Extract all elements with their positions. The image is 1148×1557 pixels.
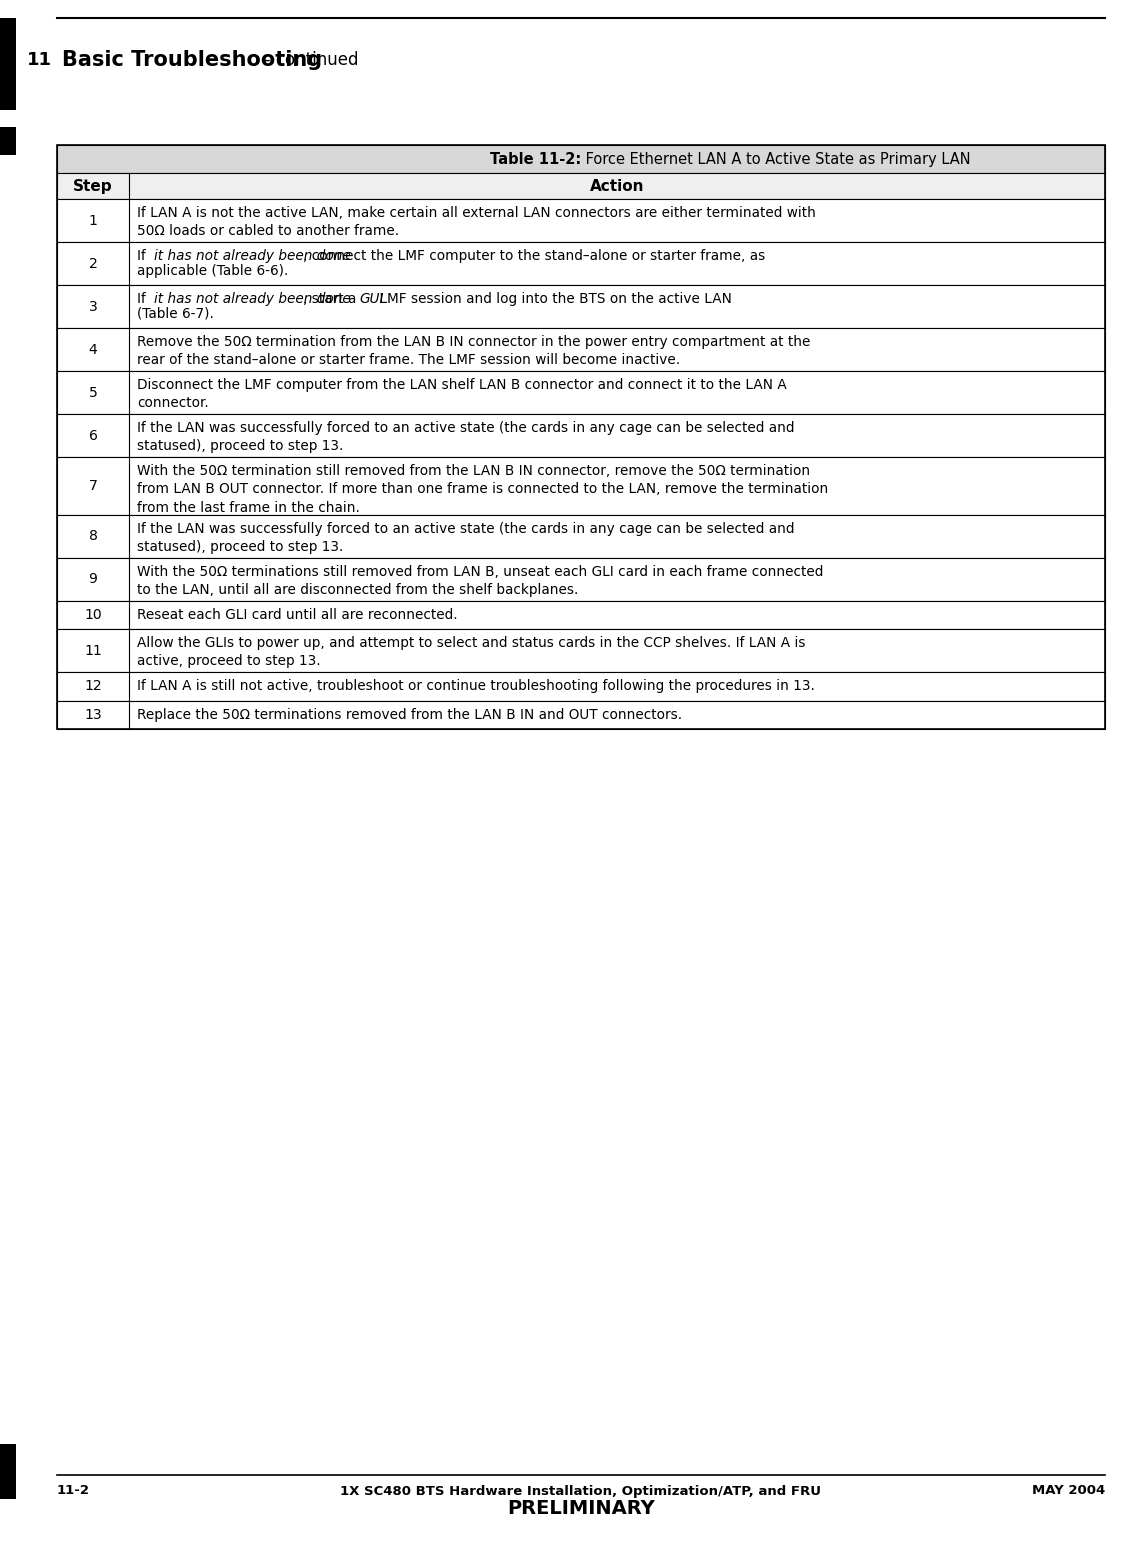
Text: it has not already been done: it has not already been done [154, 293, 350, 307]
Text: 10: 10 [84, 607, 102, 621]
Bar [57, 601, 1106, 629]
Text: 1X SC480 BTS Hardware Installation, Optimization/ATP, and FRU: 1X SC480 BTS Hardware Installation, Opti… [341, 1484, 822, 1498]
Bar [57, 557, 1106, 601]
Bar [57, 199, 1106, 241]
Text: 11: 11 [28, 51, 52, 69]
Text: Disconnect the LMF computer from the LAN shelf LAN B connector and connect it to: Disconnect the LMF computer from the LAN… [137, 378, 786, 411]
Bar [57, 285, 1106, 329]
Bar [57, 173, 1106, 199]
Text: Replace the 50Ω terminations removed from the LAN B IN and OUT connectors.: Replace the 50Ω terminations removed fro… [137, 707, 682, 721]
Text: If: If [137, 293, 150, 307]
Text: Step: Step [73, 179, 113, 193]
Bar [57, 371, 1106, 414]
Text: 3: 3 [88, 299, 98, 313]
Text: Action: Action [590, 179, 644, 193]
Text: Reseat each GLI card until all are reconnected.: Reseat each GLI card until all are recon… [137, 607, 458, 621]
Text: If the LAN was successfully forced to an active state (the cards in any cage can: If the LAN was successfully forced to an… [137, 420, 794, 453]
Bar [57, 145, 1106, 173]
Bar [0, 128, 16, 156]
Bar [57, 673, 1106, 701]
Text: 13: 13 [84, 708, 102, 722]
Text: With the 50Ω terminations still removed from LAN B, unseat each GLI card in each: With the 50Ω terminations still removed … [137, 565, 823, 596]
Text: If the LAN was successfully forced to an active state (the cards in any cage can: If the LAN was successfully forced to an… [137, 522, 794, 554]
Bar [57, 329, 1106, 371]
Text: 11-2: 11-2 [57, 1484, 90, 1498]
Bar [57, 414, 1106, 458]
Text: 9: 9 [88, 571, 98, 585]
Text: Force Ethernet LAN A to Active State as Primary LAN: Force Ethernet LAN A to Active State as … [581, 151, 970, 167]
Text: Allow the GLIs to power up, and attempt to select and status cards in the CCP sh: Allow the GLIs to power up, and attempt … [137, 635, 806, 668]
Text: 8: 8 [88, 529, 98, 543]
Bar [0, 19, 16, 111]
Text: , connect the LMF computer to the stand–alone or starter frame, as: , connect the LMF computer to the stand–… [303, 249, 766, 263]
Text: MAY 2004: MAY 2004 [1032, 1484, 1106, 1498]
Text: applicable (Table 6-6).: applicable (Table 6-6). [137, 263, 288, 277]
Text: If LAN A is still not active, troubleshoot or continue troubleshooting following: If LAN A is still not active, troublesho… [137, 679, 815, 693]
Text: Table 11-2:: Table 11-2: [490, 151, 581, 167]
Bar [57, 629, 1106, 673]
Text: it has not already been done: it has not already been done [154, 249, 350, 263]
Text: , start a: , start a [303, 293, 362, 307]
Bar [57, 145, 1106, 729]
Text: If LAN A is not the active LAN, make certain all external LAN connectors are eit: If LAN A is not the active LAN, make cer… [137, 206, 816, 238]
Text: (Table 6-7).: (Table 6-7). [137, 307, 214, 321]
Text: 1: 1 [88, 213, 98, 227]
Text: PRELIMINARY: PRELIMINARY [507, 1499, 654, 1518]
Text: 11: 11 [84, 643, 102, 657]
Bar [57, 701, 1106, 729]
Text: – continued: – continued [257, 51, 358, 69]
Bar [0, 1443, 16, 1499]
Text: Basic Troubleshooting: Basic Troubleshooting [62, 50, 323, 70]
Text: 7: 7 [88, 478, 98, 492]
Text: Remove the 50Ω termination from the LAN B IN connector in the power entry compar: Remove the 50Ω termination from the LAN … [137, 335, 810, 367]
Text: 6: 6 [88, 428, 98, 442]
Text: If: If [137, 249, 150, 263]
Bar [57, 241, 1106, 285]
Text: 4: 4 [88, 343, 98, 357]
Bar [57, 458, 1106, 514]
Text: With the 50Ω termination still removed from the LAN B IN connector, remove the 5: With the 50Ω termination still removed f… [137, 464, 828, 515]
Bar [57, 514, 1106, 557]
Text: 12: 12 [84, 679, 102, 693]
Text: 5: 5 [88, 386, 98, 400]
Text: GUI: GUI [359, 293, 383, 307]
Text: LMF session and log into the BTS on the active LAN: LMF session and log into the BTS on the … [375, 293, 732, 307]
Text: 2: 2 [88, 257, 98, 271]
